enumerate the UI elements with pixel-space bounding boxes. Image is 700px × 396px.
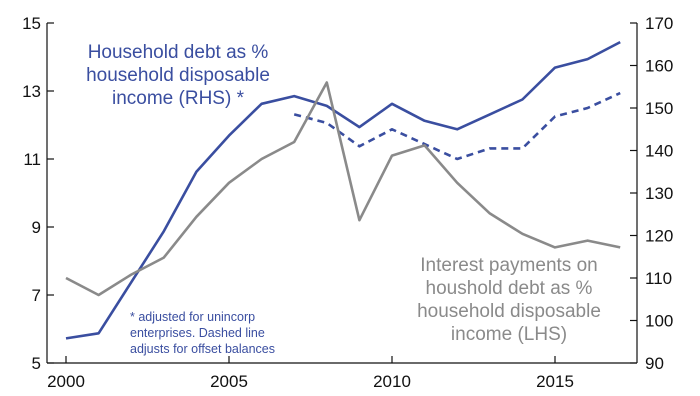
left-tick-label: 5 <box>32 354 41 373</box>
grey-label-line-2: houshold debt as % <box>426 278 593 299</box>
left-tick-label: 11 <box>23 150 41 169</box>
x-tick-label: 2005 <box>210 372 248 391</box>
blue-label-line-1: Household debt as % <box>88 42 269 63</box>
right-tick-label: 170 <box>645 14 673 33</box>
x-tick-label: 2010 <box>373 372 411 391</box>
left-tick-label: 13 <box>22 82 41 101</box>
grey-label-line-1: Interest payments on <box>420 255 597 276</box>
right-tick-label: 120 <box>645 227 673 246</box>
grey-label-line-3: household disposable <box>417 301 601 322</box>
right-tick-label: 100 <box>645 312 673 331</box>
note-line-2: enterprises. Dashed line <box>130 326 265 340</box>
note-line-3: adjusts for offset balances <box>130 342 275 356</box>
right-tick-label: 150 <box>645 99 673 118</box>
blue-label-line-3: income (RHS) * <box>112 88 245 109</box>
series-lines <box>65 40 621 340</box>
interest-payments-line <box>65 81 621 297</box>
left-tick-label: 15 <box>22 14 41 33</box>
axis-ticks: 5 7 9 11 13 15 90 100 110 120 130 140 150 160 170 2000 2… <box>22 14 673 391</box>
right-tick-label: 90 <box>645 354 664 373</box>
household-debt-line <box>65 40 621 340</box>
blue-label-line-2: household disposable <box>86 65 270 86</box>
note-line-1: * adjusted for unincorp <box>130 310 255 324</box>
grey-label-line-4: income (LHS) <box>451 324 567 345</box>
right-tick-label: 160 <box>645 57 673 76</box>
x-tick-label: 2000 <box>47 372 85 391</box>
right-tick-label: 110 <box>645 269 672 288</box>
right-tick-label: 140 <box>645 142 673 161</box>
left-tick-label: 7 <box>32 286 41 305</box>
x-tick-label: 2015 <box>536 372 574 391</box>
right-tick-label: 130 <box>645 184 673 203</box>
debt-adjusted-dashed-line <box>293 91 621 161</box>
left-tick-label: 9 <box>32 218 41 237</box>
